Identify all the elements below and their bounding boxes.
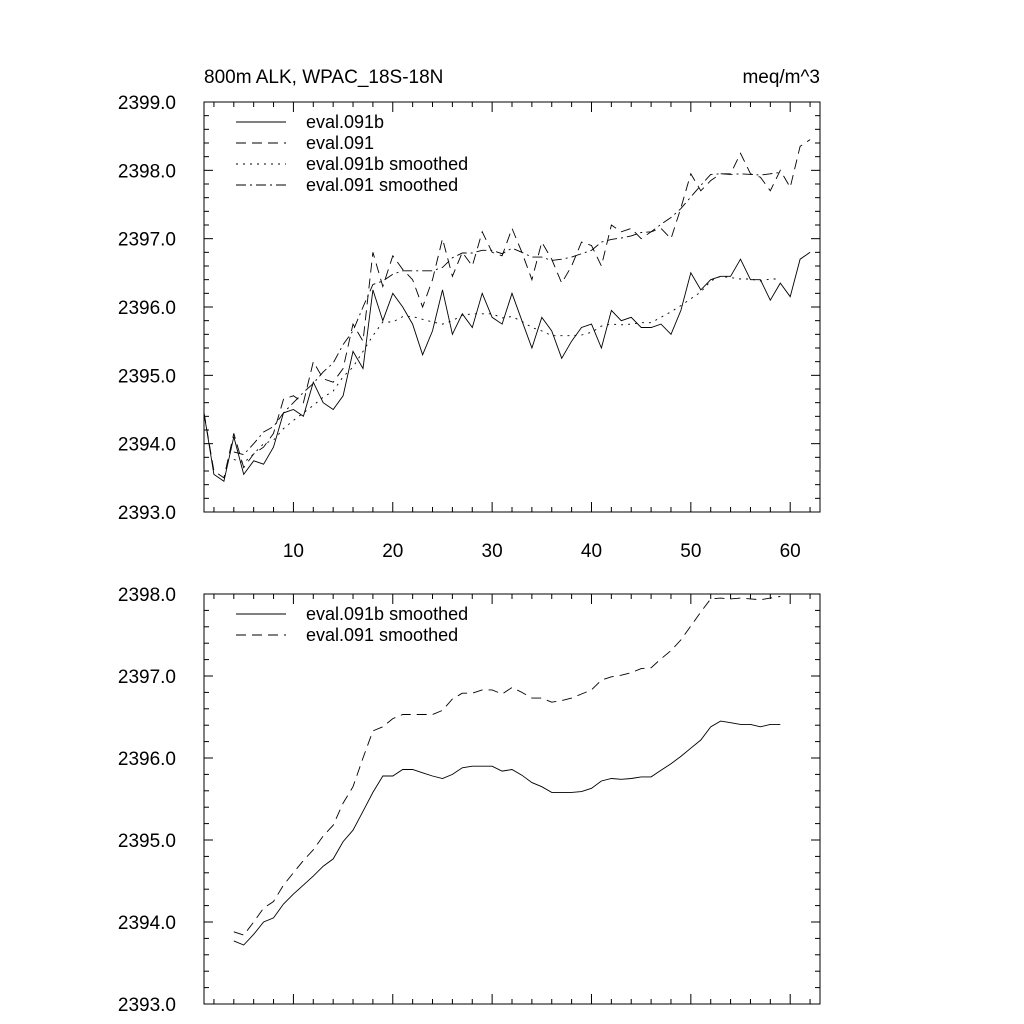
x-tick-labels: 10 20 30 40 50 60	[283, 541, 801, 562]
legend-label: eval.091 smoothed	[306, 625, 458, 645]
series-line-eval-091b	[203, 251, 811, 483]
series-lines	[233, 596, 781, 946]
y-tick-label: 2398.0	[118, 585, 176, 606]
tick-marks	[204, 101, 820, 513]
y-tick-labels: 2393.0 2394.0 2395.0 2396.0 2397.0 2398.0	[118, 585, 176, 1016]
plot-frame	[203, 593, 821, 1005]
series-lines	[203, 139, 811, 483]
x-tick-label: 40	[581, 541, 602, 562]
y-tick-label: 2397.0	[118, 230, 176, 251]
y-tick-label: 2393.0	[118, 503, 176, 524]
x-tick-label: 20	[382, 541, 403, 562]
y-tick-label: 2398.0	[118, 161, 176, 182]
legend-label: eval.091b	[306, 112, 384, 132]
units-label: meq/m^3	[742, 67, 820, 88]
y-tick-label: 2396.0	[118, 298, 176, 319]
y-tick-label: 2397.0	[118, 667, 176, 688]
x-tick-label: 50	[680, 541, 701, 562]
bottom-panel: 2393.0 2394.0 2395.0 2396.0 2397.0 2398.0 eva…	[118, 585, 821, 1016]
top-panel: 800m ALK, WPAC_18S-18N meq/m^3 2393.0239…	[118, 67, 821, 562]
tick-marks	[204, 593, 820, 1005]
x-tick-label: 60	[780, 541, 801, 562]
legend-label: eval.091	[306, 133, 374, 153]
series-line-eval-091b-smoothed	[233, 720, 781, 946]
legend-label: eval.091 smoothed	[306, 175, 458, 195]
y-tick-label: 2394.0	[118, 913, 176, 934]
y-tick-label: 2395.0	[118, 366, 176, 387]
y-tick-labels: 2393.0 2394.0 2395.0 2396.0 2397.0 2398.0 2399…	[118, 93, 176, 524]
series-line-eval-091b-smoothed	[233, 275, 781, 464]
chart-title: 800m ALK, WPAC_18S-18N	[204, 67, 443, 88]
series-line-eval-091-smoothed	[233, 171, 781, 456]
y-tick-label: 2396.0	[118, 749, 176, 770]
y-tick-label: 2394.0	[118, 435, 176, 456]
x-tick-label: 10	[283, 541, 304, 562]
legend-label: eval.091b smoothed	[306, 604, 468, 624]
y-tick-label: 2395.0	[118, 831, 176, 852]
legend-label: eval.091b smoothed	[306, 154, 468, 174]
series-line-eval-091	[203, 139, 811, 479]
x-tick-label: 30	[482, 541, 503, 562]
y-tick-label: 2393.0	[118, 995, 176, 1016]
y-tick-label: 2399.0	[118, 93, 176, 114]
series-line-eval-091-smoothed	[233, 596, 781, 936]
plot-frame	[203, 101, 821, 513]
